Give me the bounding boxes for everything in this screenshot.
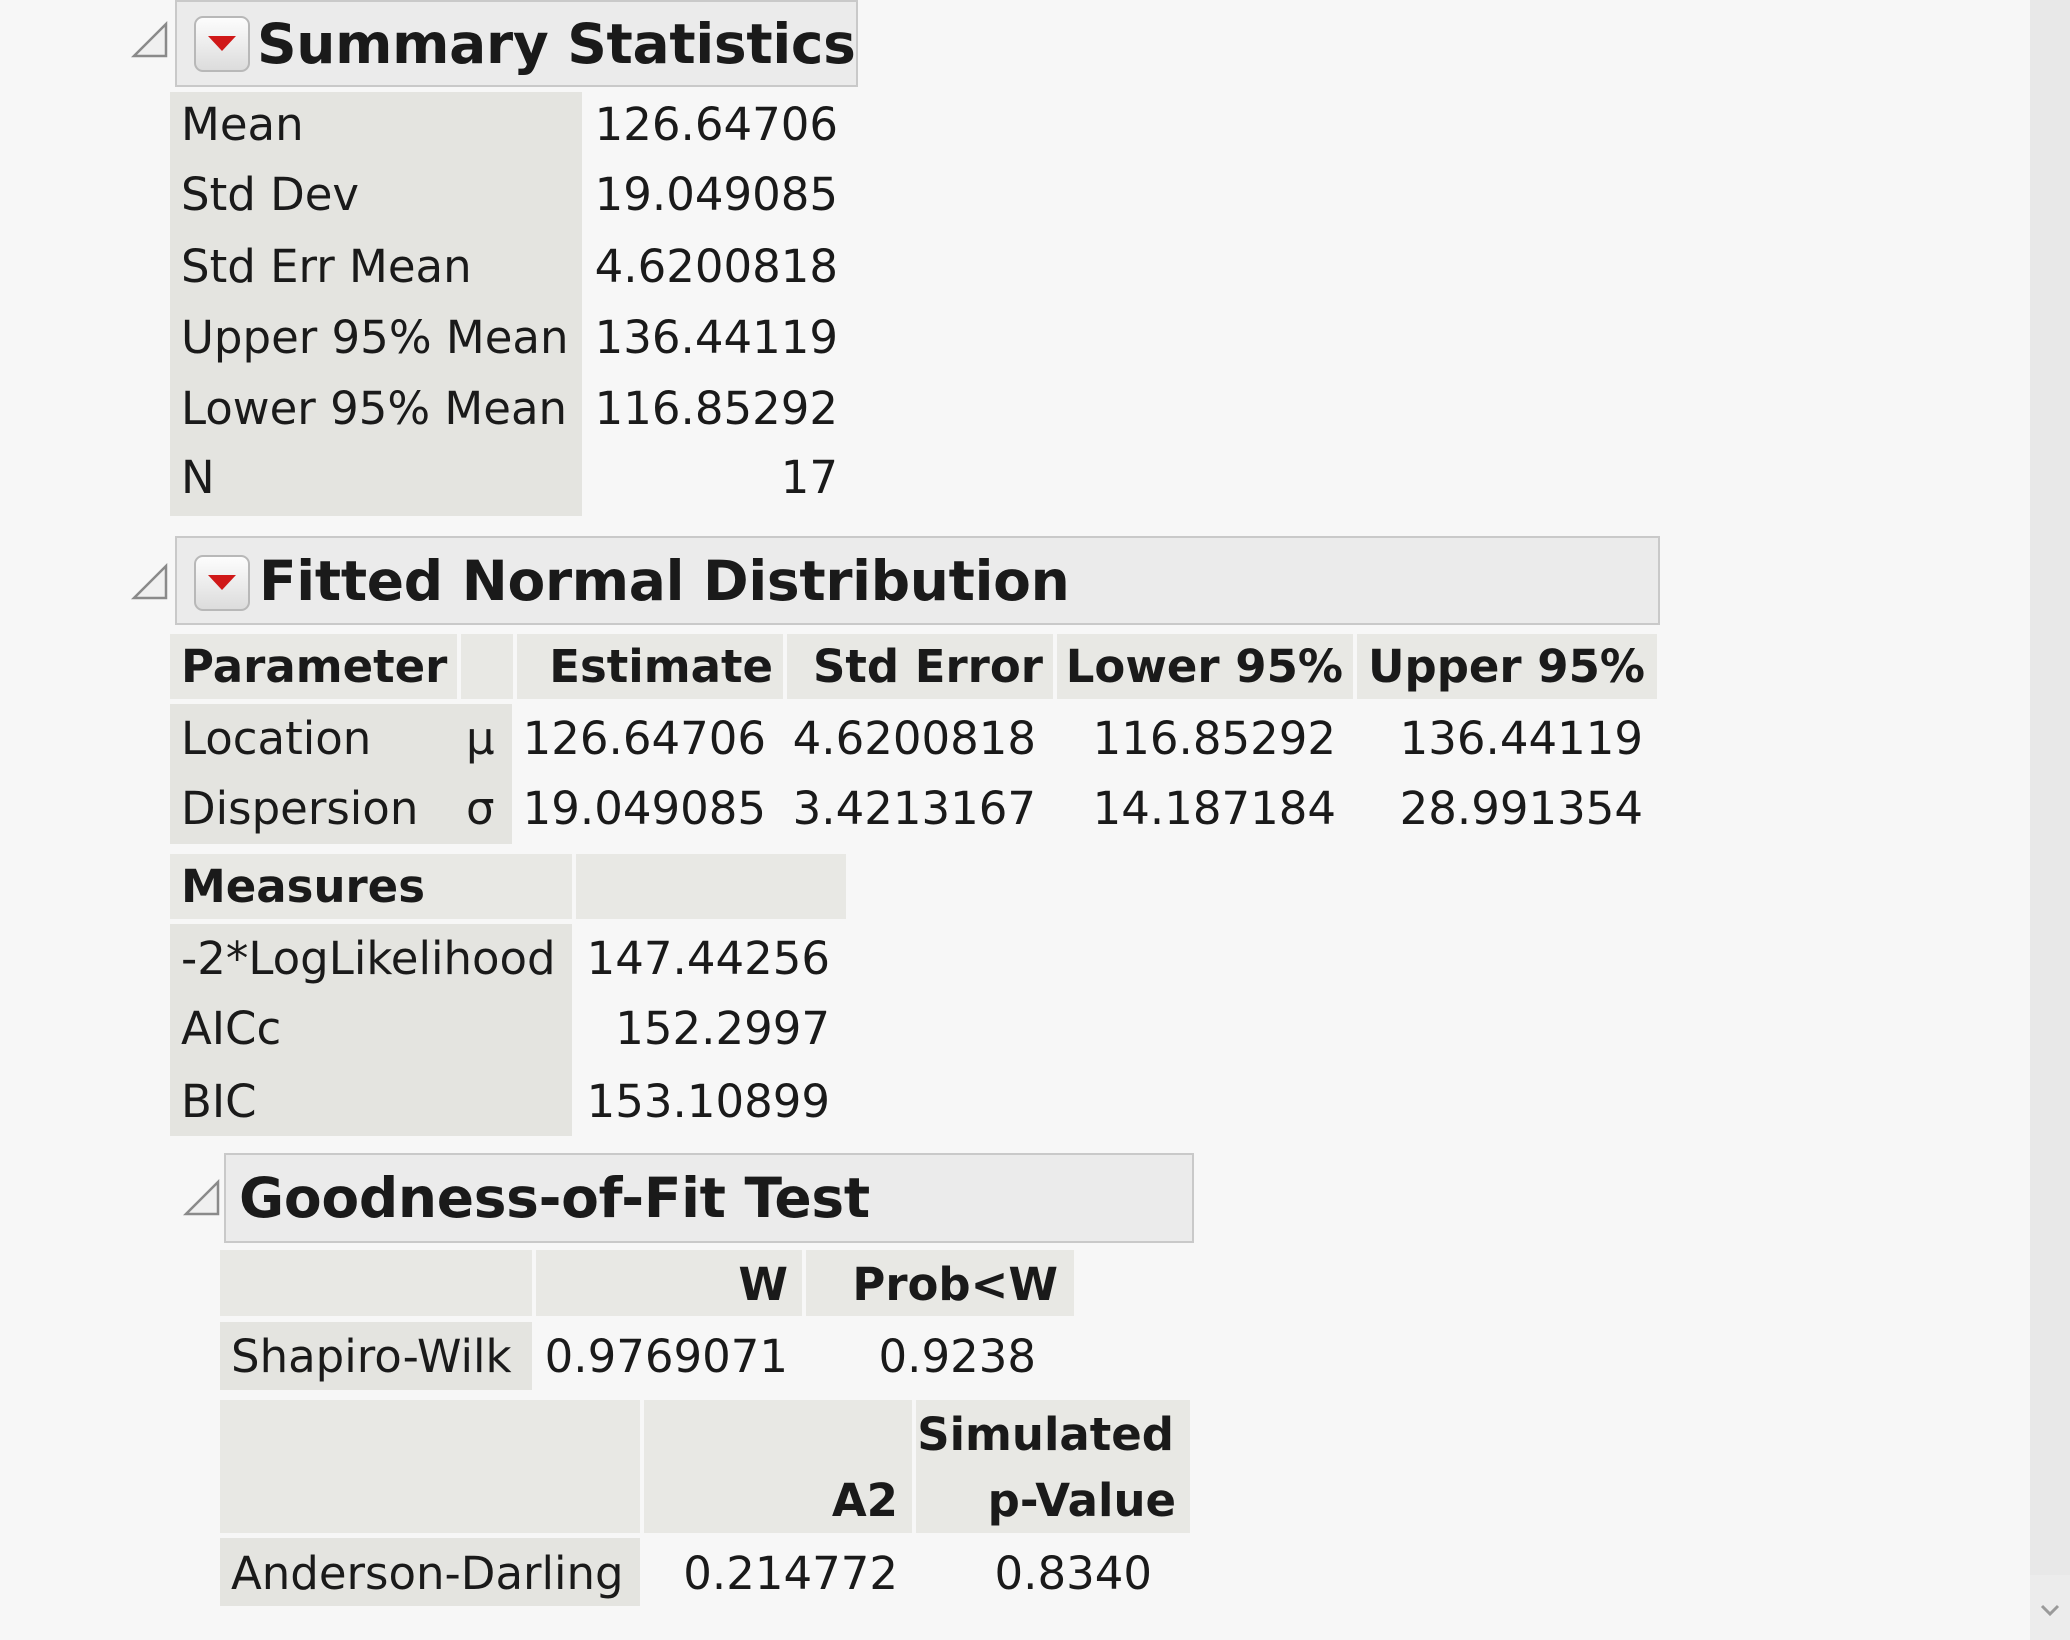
summary-value: 116.85292 [594,382,838,435]
param-symbol: σ [466,782,495,835]
ad-row-label: Anderson-Darling [231,1547,624,1600]
ad-col-header-simulated: Simulated [917,1408,1174,1461]
param-estimate: 19.049085 [522,782,766,835]
param-header-cell [787,634,1053,699]
summary-statistics-header[interactable]: Summary Statistics [175,0,858,87]
summary-label: Std Dev [181,168,360,221]
sw-row-label: Shapiro-Wilk [231,1330,512,1383]
measure-value: 152.2997 [615,1002,830,1055]
param-header-cell [461,634,513,699]
scrollbar-track[interactable] [2030,0,2070,1575]
param-col-header-parameter: Parameter [181,640,448,693]
param-upper95: 28.991354 [1399,782,1643,835]
scroll-down-icon[interactable] [2034,1595,2066,1627]
param-header-cell [170,634,457,699]
summary-outline-toggle-icon[interactable] [130,20,170,60]
sw-label-cell [220,1322,532,1390]
sw-header-cell [536,1250,802,1316]
ad-col-header-a2: A2 [831,1474,898,1527]
gof-title: Goodness-of-Fit Test [239,1166,870,1230]
param-header-cell [517,634,783,699]
summary-value: 126.64706 [594,98,838,151]
measure-label: BIC [181,1075,257,1128]
param-header-cell [1357,634,1657,699]
measure-label: -2*LogLikelihood [181,932,556,985]
sw-header-cell [806,1250,1074,1316]
summary-value: 136.44119 [594,311,838,364]
gof-header[interactable]: Goodness-of-Fit Test [224,1153,1194,1243]
ad-pvalue-value: 0.8340 [994,1547,1152,1600]
summary-value: 4.6200818 [594,240,838,293]
summary-label: Upper 95% Mean [181,311,569,364]
summary-label: Lower 95% Mean [181,382,568,435]
sw-col-header-w: W [738,1258,788,1311]
ad-header-cell [644,1400,912,1533]
param-lower95: 116.85292 [1092,712,1336,765]
gof-outline-toggle-icon[interactable] [182,1178,222,1218]
summary-red-triangle-menu-icon[interactable] [194,16,250,72]
measures-header-cell [170,854,572,919]
param-estimate: 126.64706 [522,712,766,765]
ad-header-cell [916,1400,1190,1533]
summary-label: N [181,451,215,504]
sw-w-value: 0.9769071 [544,1330,788,1383]
param-symbol: μ [466,712,495,765]
summary-value: 17 [780,451,838,504]
sw-prob-value: 0.9238 [878,1330,1036,1383]
sw-header-cell [220,1250,532,1316]
param-name: Location [181,712,372,765]
measure-value: 147.44256 [586,932,830,985]
sw-col-header-prob: Prob<W [852,1258,1058,1311]
measure-value: 153.10899 [586,1075,830,1128]
measures-label-column [170,924,572,1136]
param-col-header-estimate: Estimate [549,640,773,693]
ad-a2-value: 0.214772 [683,1547,898,1600]
measure-label: AICc [181,1002,282,1055]
param-col-header-std-error: Std Error [812,640,1043,693]
ad-label-cell [220,1538,640,1606]
measures-header: Measures [181,860,425,913]
summary-label: Std Err Mean [181,240,472,293]
fitted-outline-toggle-icon[interactable] [130,562,170,602]
fitted-normal-title: Fitted Normal Distribution [259,548,1070,613]
ad-header-cell [220,1400,640,1533]
summary-label: Mean [181,98,304,151]
param-col-header-upper95: Upper 95% [1367,640,1645,693]
summary-value: 19.049085 [594,168,838,221]
param-label-column [170,704,512,844]
summary-label-column [170,92,582,516]
vertical-scrollbar[interactable] [2030,0,2070,1640]
param-std-error: 4.6200818 [792,712,1036,765]
param-col-header-lower95: Lower 95% [1065,640,1343,693]
fitted-normal-header[interactable]: Fitted Normal Distribution [175,536,1660,625]
param-name: Dispersion [181,782,419,835]
param-header-cell [1057,634,1353,699]
param-lower95: 14.187184 [1092,782,1336,835]
ad-col-header-pvalue: p-Value [987,1474,1176,1527]
measures-header-cell [576,854,846,919]
param-upper95: 136.44119 [1399,712,1643,765]
summary-statistics-title: Summary Statistics [257,11,856,76]
param-std-error: 3.4213167 [792,782,1036,835]
fitted-red-triangle-menu-icon[interactable] [194,555,250,611]
